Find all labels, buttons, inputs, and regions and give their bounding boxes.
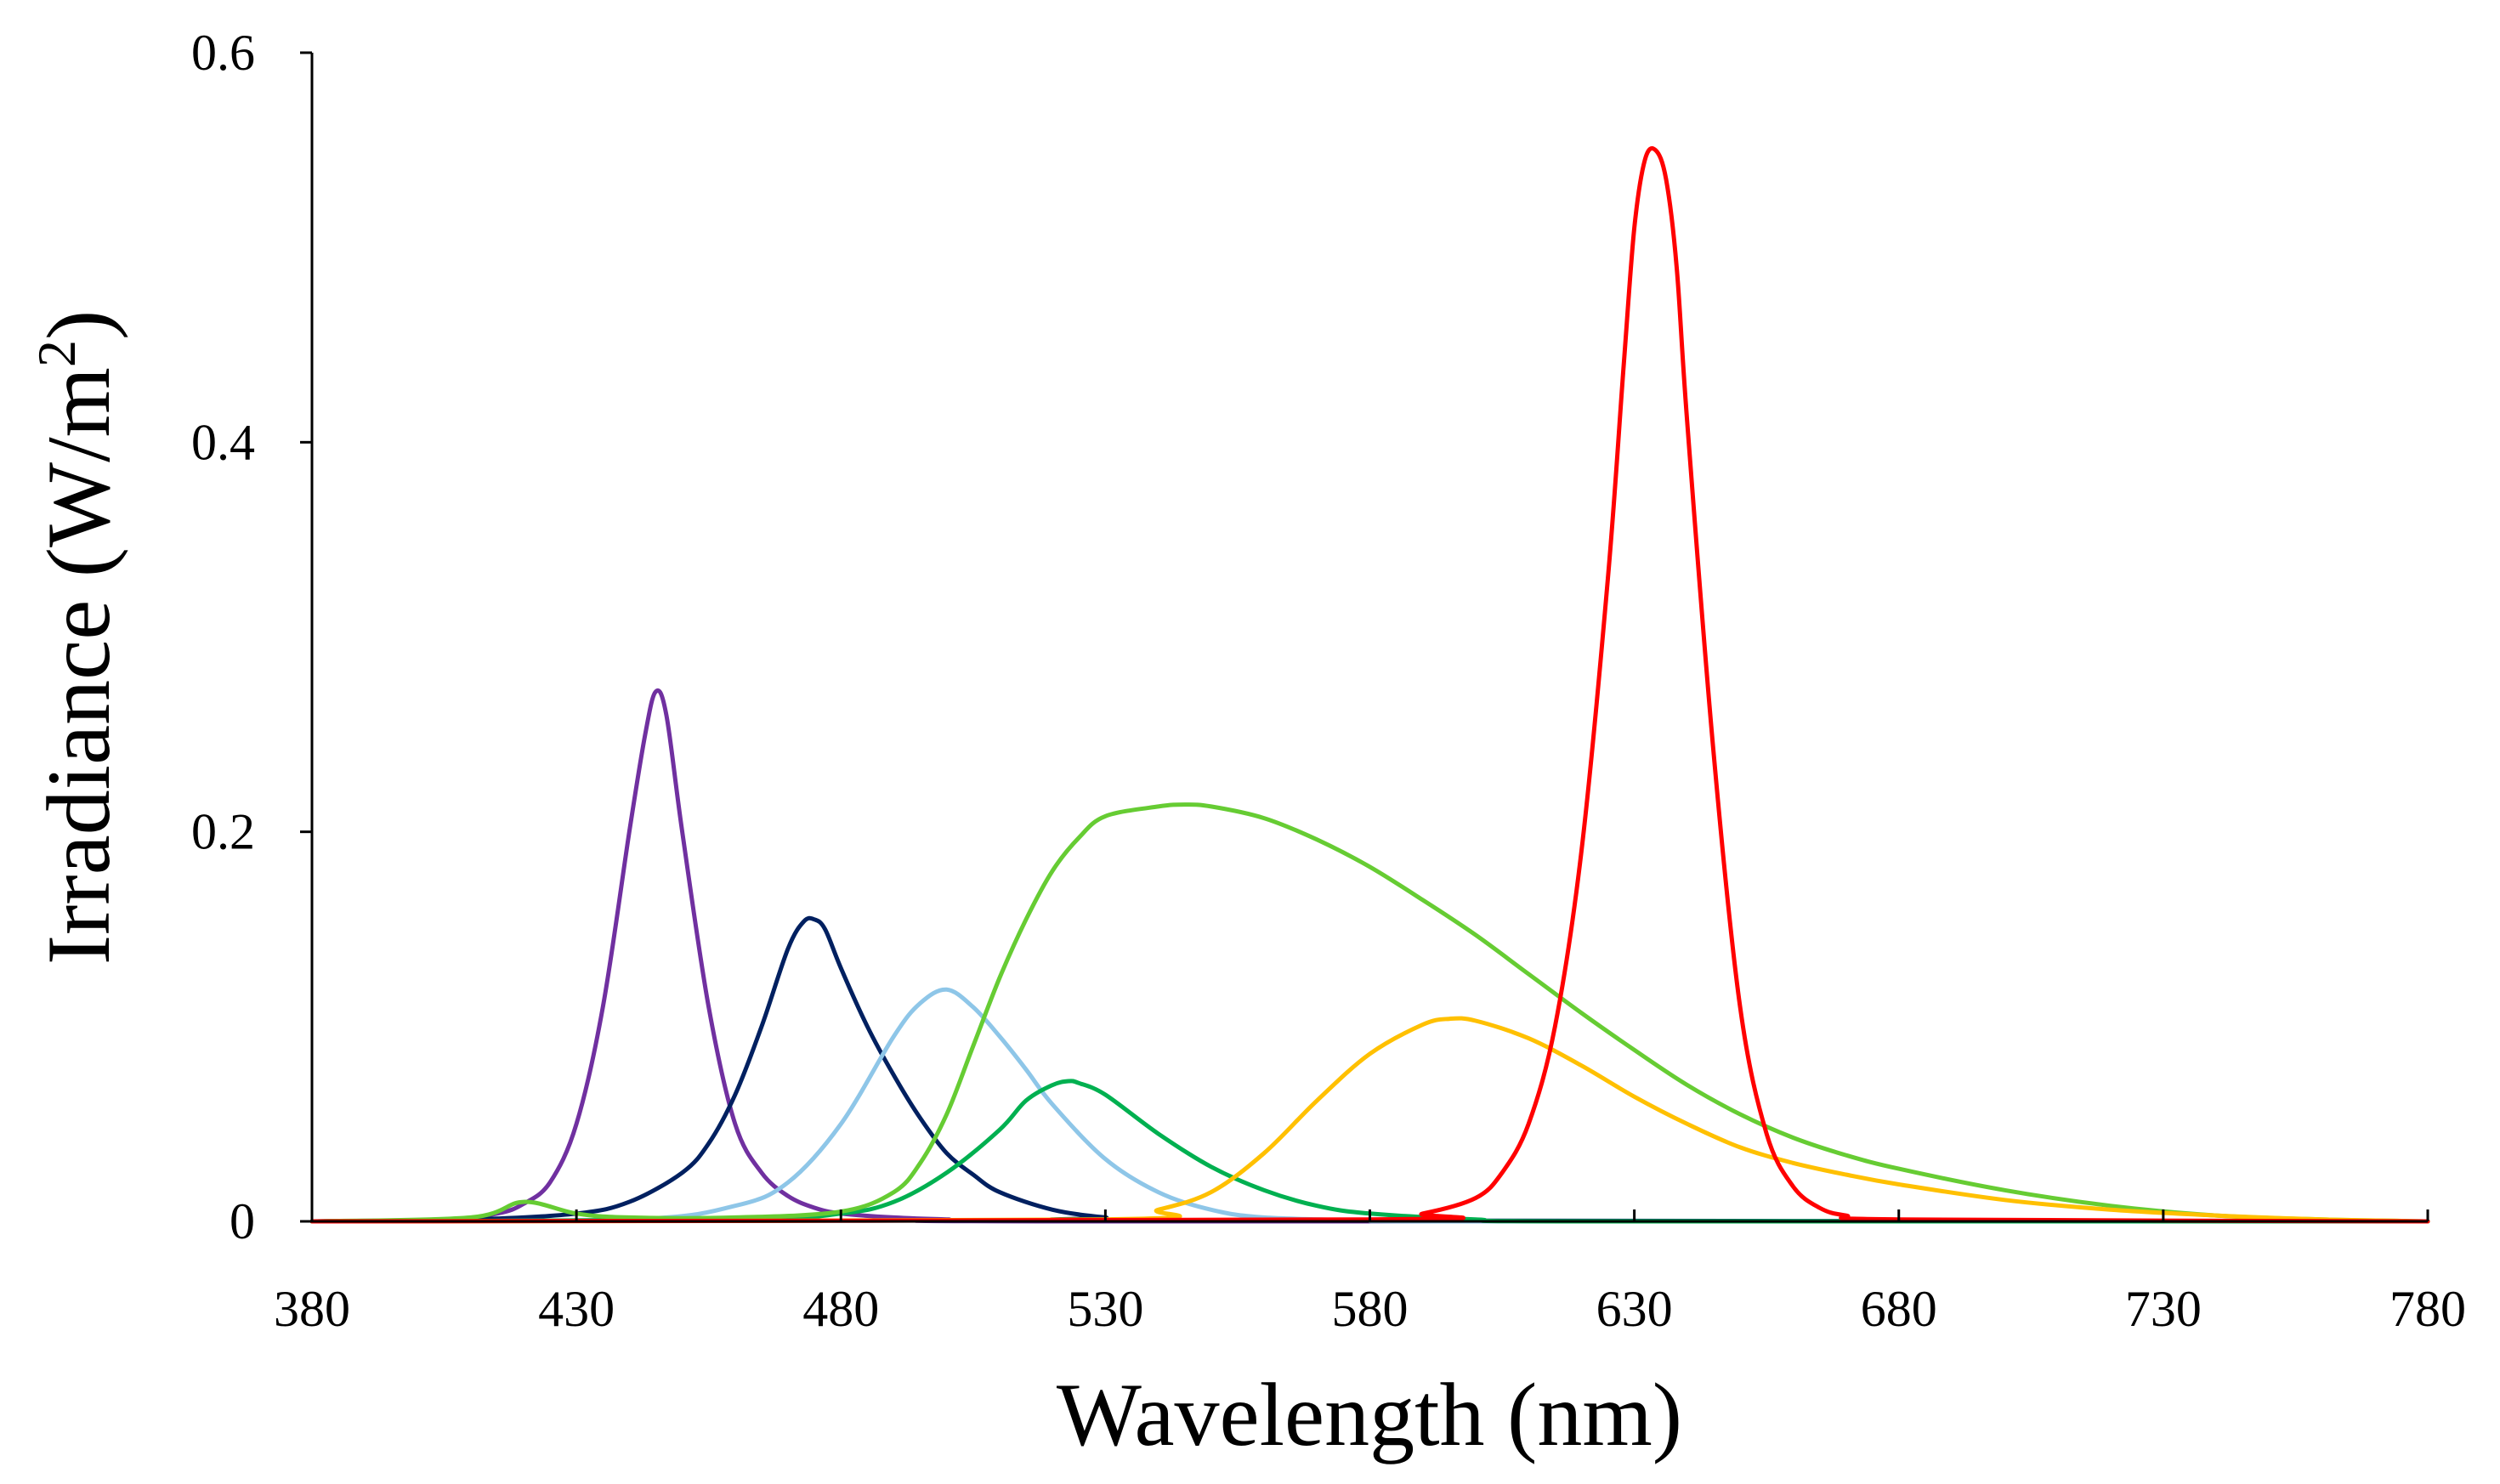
series-line-sky-blue <box>309 987 2430 1224</box>
y-tick-label-0: 0 <box>230 1193 255 1249</box>
y-axis-title-close: ) <box>29 310 128 340</box>
x-tick-label-780: 780 <box>2389 1281 2466 1337</box>
axes-layer <box>310 53 2428 1223</box>
series-line-navy <box>309 915 2430 1224</box>
x-tick-label-480: 480 <box>802 1281 879 1337</box>
x-tick-label-430: 430 <box>538 1281 615 1337</box>
x-tick-label-380: 380 <box>274 1281 350 1337</box>
series-line-violet <box>309 688 2430 1224</box>
series-line-yellow <box>309 1016 2430 1224</box>
x-axis-title: Wavelength (nm) <box>1057 1365 1682 1464</box>
y-axis-title-main: Irradiance (W/m <box>29 367 128 965</box>
series-layer <box>309 146 2430 1224</box>
ticks-layer: 380 430 480 530 580 630 680 730 780 0 0.2 0.4 0.6 <box>191 25 2466 1337</box>
x-tick-label-580: 580 <box>1332 1281 1409 1337</box>
x-tick-label-630: 630 <box>1596 1281 1673 1337</box>
y-axis-title-sup: 2 <box>26 340 87 367</box>
x-tick-label-530: 530 <box>1067 1281 1143 1337</box>
y-axis-title: Irradiance (W/m2) <box>26 310 128 966</box>
series-line-red <box>309 146 2430 1224</box>
x-tick-label-730: 730 <box>2125 1281 2202 1337</box>
y-tick-label-0.4: 0.4 <box>191 414 255 470</box>
series-line-lime-green <box>309 802 2430 1224</box>
y-tick-label-0.6: 0.6 <box>191 25 255 81</box>
y-tick-label-0.2: 0.2 <box>191 804 255 860</box>
x-tick-label-680: 680 <box>1861 1281 1937 1337</box>
